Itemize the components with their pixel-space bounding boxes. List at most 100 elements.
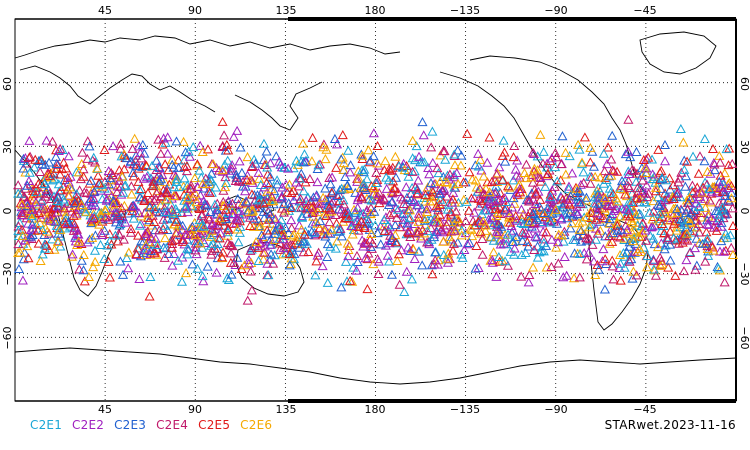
- observation-marker: [681, 228, 692, 238]
- observation-marker: [639, 196, 650, 207]
- observation-marker: [216, 252, 228, 262]
- observation-marker: [197, 208, 208, 219]
- observation-marker: [357, 165, 368, 175]
- observation-marker: [452, 145, 463, 155]
- observation-marker: [365, 203, 377, 213]
- observation-marker: [143, 208, 154, 218]
- observation-marker: [393, 161, 405, 171]
- observation-marker: [337, 129, 348, 140]
- observation-marker: [435, 194, 446, 204]
- observation-marker: [424, 169, 435, 179]
- observation-marker: [100, 212, 111, 222]
- observation-marker: [566, 218, 577, 228]
- observation-marker: [716, 217, 727, 227]
- observation-marker: [378, 193, 389, 203]
- observation-marker: [493, 251, 504, 262]
- observation-marker: [564, 151, 575, 161]
- observation-marker: [77, 147, 88, 157]
- observation-marker: [378, 214, 390, 224]
- observation-marker: [546, 234, 557, 244]
- observation-marker: [13, 263, 24, 274]
- observation-marker: [103, 256, 114, 266]
- observation-marker: [678, 266, 690, 276]
- observation-marker: [408, 195, 420, 205]
- observation-marker: [298, 157, 309, 167]
- left-lat-label: 60: [1, 77, 14, 91]
- observation-marker: [532, 214, 543, 224]
- observation-marker: [644, 207, 655, 217]
- observation-marker: [648, 233, 659, 243]
- observation-marker: [266, 191, 277, 201]
- observation-marker: [457, 252, 468, 262]
- observation-marker: [145, 245, 156, 255]
- observation-marker: [161, 243, 172, 253]
- observation-marker: [621, 190, 632, 201]
- observation-marker: [116, 151, 127, 161]
- observation-marker: [62, 184, 73, 194]
- observation-marker: [540, 181, 551, 191]
- observation-marker: [154, 225, 165, 235]
- observation-marker: [115, 256, 126, 266]
- observation-marker: [294, 173, 305, 183]
- observation-marker: [41, 171, 52, 182]
- observation-marker: [717, 202, 728, 212]
- observation-marker: [30, 154, 41, 164]
- observation-marker: [99, 205, 110, 215]
- observation-marker: [641, 163, 652, 173]
- observation-marker: [340, 208, 351, 218]
- observation-marker: [52, 207, 63, 217]
- bottom-lon-label: 135: [276, 403, 297, 416]
- observation-marker: [604, 218, 615, 228]
- observation-marker: [128, 213, 139, 223]
- observation-marker: [62, 172, 73, 182]
- observation-marker: [234, 156, 245, 166]
- observation-marker: [589, 201, 600, 211]
- observation-marker: [223, 223, 234, 233]
- observation-marker: [642, 250, 653, 261]
- observation-marker: [590, 234, 601, 244]
- observation-marker: [147, 181, 158, 191]
- observation-marker: [654, 208, 665, 218]
- observation-marker: [220, 204, 231, 214]
- observation-marker: [453, 178, 464, 189]
- observation-marker: [322, 251, 333, 261]
- bottom-lon-label: −45: [633, 403, 656, 416]
- observation-marker: [719, 168, 730, 178]
- observation-marker: [575, 179, 586, 189]
- observation-marker: [76, 238, 87, 248]
- observation-marker: [398, 214, 409, 224]
- observation-marker: [673, 177, 684, 187]
- observation-marker: [212, 198, 223, 208]
- observation-marker: [272, 175, 283, 185]
- observation-marker: [196, 172, 207, 182]
- observation-marker: [508, 152, 519, 162]
- observation-marker: [552, 176, 563, 186]
- observation-marker: [205, 231, 217, 241]
- observation-marker: [26, 211, 37, 221]
- observation-marker: [25, 231, 37, 241]
- observation-marker: [41, 135, 52, 145]
- observation-marker: [67, 249, 78, 259]
- observation-marker: [52, 159, 63, 169]
- left-lat-label: −60: [1, 326, 14, 349]
- observation-marker: [334, 196, 345, 206]
- observation-marker: [347, 276, 358, 286]
- observation-marker: [366, 228, 377, 239]
- observation-marker: [60, 219, 71, 229]
- observation-marker: [138, 173, 149, 183]
- observation-marker: [76, 202, 87, 212]
- observation-marker: [262, 258, 273, 268]
- observation-marker: [546, 261, 557, 271]
- observation-marker: [614, 249, 626, 260]
- observation-marker: [15, 198, 26, 208]
- observation-marker: [126, 181, 137, 191]
- observation-marker: [666, 208, 677, 218]
- observation-marker: [353, 221, 364, 231]
- observation-marker: [690, 264, 701, 274]
- observation-marker: [594, 192, 605, 202]
- observation-marker: [477, 233, 488, 244]
- observation-marker: [529, 163, 540, 173]
- observation-marker: [427, 196, 438, 206]
- observation-marker: [704, 183, 715, 193]
- observation-marker: [288, 195, 299, 205]
